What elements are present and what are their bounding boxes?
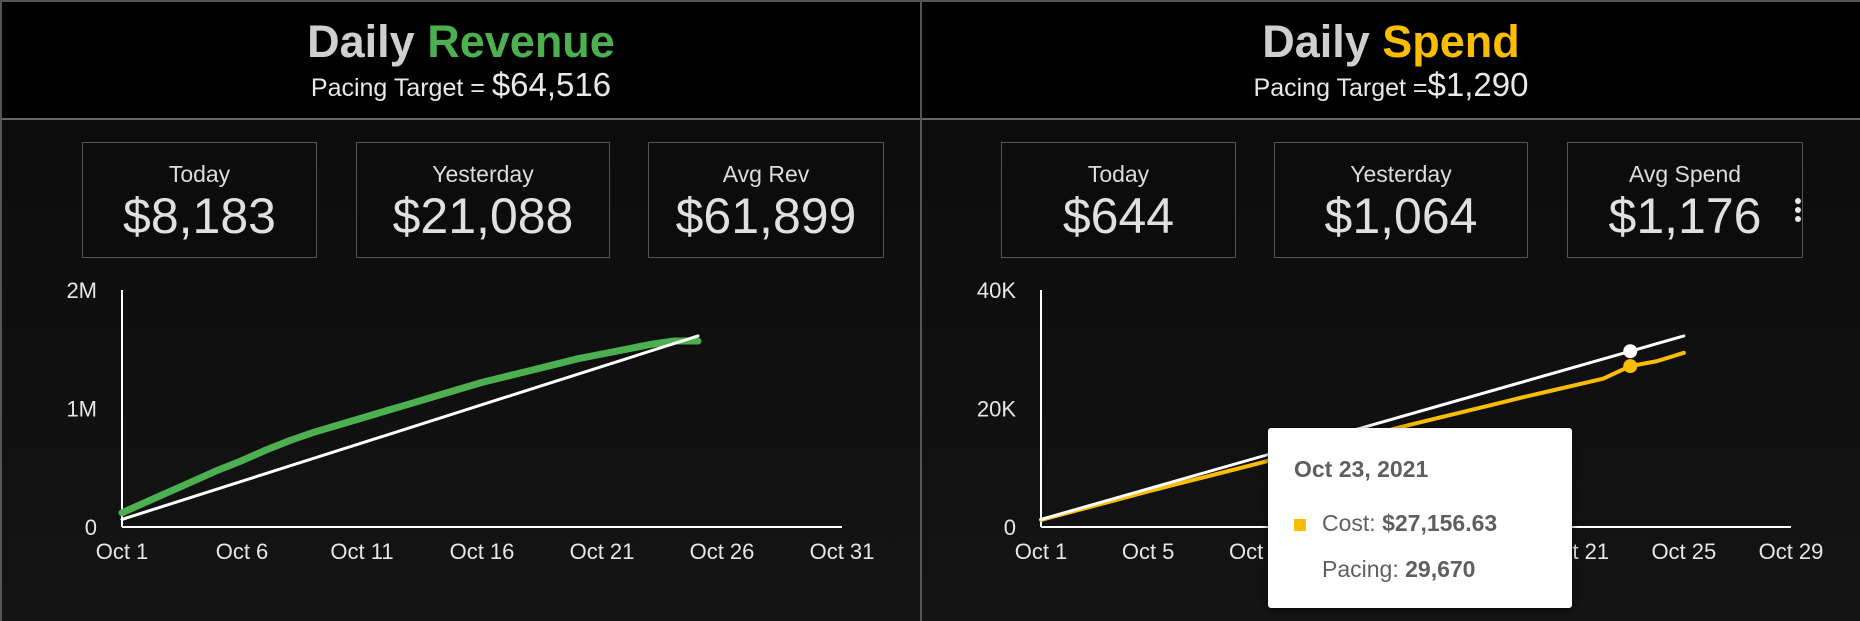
- card-value: $61,899: [675, 188, 857, 244]
- card-label: Today: [1087, 161, 1150, 187]
- x-tick-label: Oct 6: [216, 539, 269, 562]
- more-vertical-icon[interactable]: [1793, 195, 1803, 225]
- tooltip-cost-label: Cost:: [1322, 510, 1376, 536]
- spend-card-today: Today $644: [1001, 142, 1236, 258]
- revenue-title: Daily Revenue: [2, 14, 920, 70]
- spend-card-yesterday: Yesterday $1,064: [1274, 142, 1528, 258]
- x-tick-label: Oct 5: [1122, 539, 1175, 562]
- revenue-card-today: Today $8,183: [82, 142, 317, 258]
- chart-tooltip: Oct 23, 2021 Cost: $27,156.63 Pacing: 29…: [1268, 428, 1572, 608]
- x-tick-label: Oct 11: [330, 539, 393, 562]
- card-value: $1,064: [1324, 188, 1478, 244]
- x-tick-label: Oct 16: [450, 539, 515, 562]
- y-tick-label: 40K: [977, 278, 1016, 303]
- title-prefix: Daily: [307, 16, 415, 67]
- spend-panel: Daily Spend Pacing Target =$1,290 Today …: [920, 0, 1860, 621]
- card-label: Yesterday: [1350, 161, 1452, 187]
- revenue-header: Daily Revenue Pacing Target = $64,516: [2, 2, 920, 120]
- x-tick-label: Oct 1: [1015, 539, 1068, 562]
- card-label: Yesterday: [432, 161, 534, 187]
- title-accent: Revenue: [427, 16, 615, 67]
- dot: [1795, 207, 1801, 213]
- card-label: Avg Spend: [1628, 161, 1742, 187]
- pacing-value: $1,290: [1427, 66, 1529, 103]
- card-value: $8,183: [123, 188, 276, 244]
- x-tick-label: Oct 31: [810, 539, 875, 562]
- pacing-line: [1039, 334, 1686, 521]
- y-tick-label: 20K: [977, 397, 1016, 422]
- revenue-panel: Daily Revenue Pacing Target = $64,516 To…: [0, 0, 921, 621]
- x-tick-label: Oct 1: [96, 539, 149, 562]
- pacing-label: Pacing Target =: [310, 74, 485, 102]
- tooltip-cost-row: Cost: $27,156.63: [1294, 510, 1497, 537]
- x-tick-label: Oct 29: [1759, 539, 1824, 562]
- dot: [1795, 198, 1801, 204]
- pacing-highlight-point: [1623, 344, 1638, 359]
- tooltip-pacing-row: Pacing: 29,670: [1322, 556, 1475, 583]
- x-tick-label: Oct 21: [570, 539, 635, 562]
- spend-pacing-target: Pacing Target =$1,290: [922, 66, 1860, 104]
- revenue-card-avg: Avg Rev $61,899: [648, 142, 884, 258]
- revenue-pacing-target: Pacing Target = $64,516: [2, 66, 920, 104]
- card-label: Today: [168, 161, 231, 187]
- tooltip-date: Oct 23, 2021: [1294, 456, 1429, 482]
- tooltip-pacing-value: 29,670: [1405, 556, 1476, 582]
- y-tick-label: 2M: [66, 278, 97, 303]
- card-label: Avg Rev: [722, 161, 810, 187]
- x-tick-label: Oct 26: [690, 539, 755, 562]
- pacing-value: $64,516: [491, 66, 612, 103]
- y-tick-label: 0: [1004, 515, 1016, 540]
- revenue-card-yesterday: Yesterday $21,088: [356, 142, 610, 258]
- dot: [1795, 216, 1801, 222]
- series-line: [118, 337, 702, 517]
- pacing-line: [120, 334, 700, 521]
- spend-card-avg: Avg Spend $1,176: [1567, 142, 1803, 258]
- spend-title: Daily Spend: [922, 14, 1860, 70]
- card-value: $21,088: [392, 188, 574, 244]
- tooltip-cost-value: $27,156.63: [1382, 510, 1498, 536]
- y-tick-label: 0: [85, 515, 97, 540]
- pacing-label: Pacing Target =: [1253, 74, 1428, 102]
- x-tick-label: Oct 25: [1651, 539, 1716, 562]
- tooltip-pacing-label: Pacing:: [1322, 556, 1399, 582]
- revenue-line-chart[interactable]: 0 1M 2M Oct 1 Oct 6 Oct 11 Oct 16 Oct 21 Oct 26 O…: [2, 262, 921, 562]
- cost-highlight-point: [1623, 359, 1638, 374]
- y-tick-label: 1M: [66, 397, 97, 422]
- spend-header: Daily Spend Pacing Target =$1,290: [922, 2, 1860, 120]
- card-value: $1,176: [1608, 188, 1762, 244]
- card-value: $644: [1062, 188, 1175, 244]
- title-prefix: Daily: [1262, 16, 1370, 67]
- cost-swatch-icon: [1294, 518, 1306, 531]
- title-accent: Spend: [1382, 16, 1520, 67]
